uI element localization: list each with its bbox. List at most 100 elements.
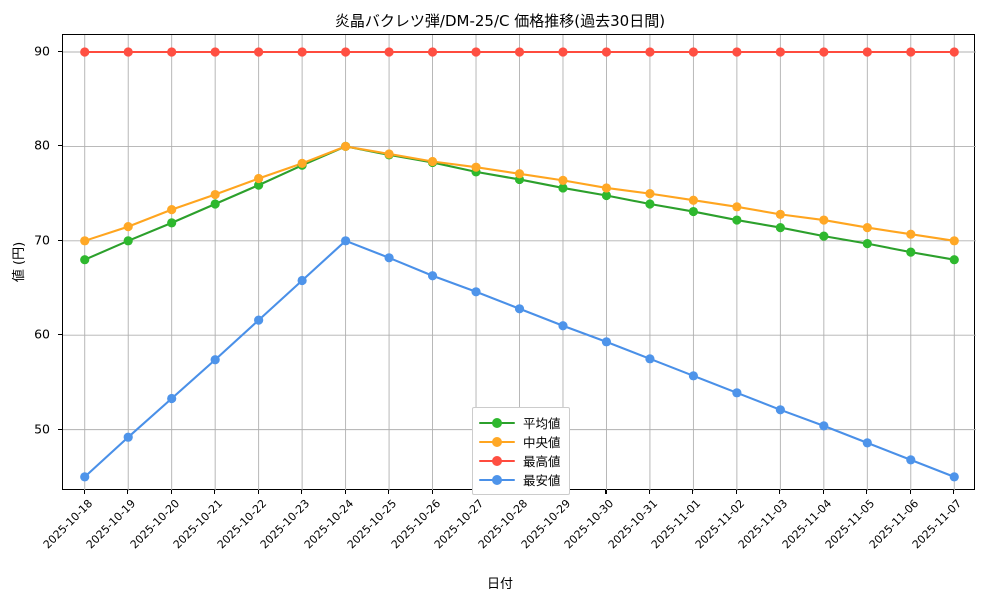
chart-title: 炎晶バクレツ弾/DM-25/C 価格推移(過去30日間) bbox=[334, 12, 666, 30]
y-axis-label: 値 (円) bbox=[12, 241, 27, 283]
x-axis-tick-label: 2025-10-31 bbox=[605, 497, 661, 552]
data-point bbox=[862, 47, 872, 57]
legend-swatch-icon bbox=[479, 435, 515, 449]
x-axis-tick-label: 2025-11-06 bbox=[866, 497, 921, 552]
data-point bbox=[167, 218, 177, 228]
data-point bbox=[167, 47, 177, 57]
data-point bbox=[558, 175, 568, 185]
data-point bbox=[558, 183, 568, 193]
data-point bbox=[906, 47, 916, 57]
legend-item[interactable]: 中央値 bbox=[479, 432, 561, 451]
y-axis-tick-label: 50 bbox=[34, 421, 50, 437]
x-axis-tick-label: 2025-10-21 bbox=[170, 497, 226, 552]
data-point bbox=[732, 47, 742, 57]
data-point bbox=[210, 47, 220, 57]
data-point bbox=[167, 205, 177, 215]
x-axis-tick-label: 2025-10-24 bbox=[301, 497, 356, 552]
data-point bbox=[819, 215, 829, 225]
legend-item-label: 最安値 bbox=[523, 473, 561, 488]
data-point bbox=[645, 354, 655, 364]
data-point bbox=[906, 229, 916, 239]
x-axis-tick-label: 2025-11-02 bbox=[692, 497, 748, 552]
x-axis-tick-label: 2025-10-20 bbox=[127, 497, 182, 552]
data-point bbox=[123, 236, 133, 246]
data-point bbox=[775, 209, 785, 219]
data-point bbox=[862, 438, 872, 448]
x-axis-tick-label: 2025-10-30 bbox=[562, 497, 617, 552]
x-axis-tick-label: 2025-10-27 bbox=[431, 497, 487, 552]
legend-swatch-icon bbox=[479, 416, 515, 430]
data-point bbox=[949, 236, 959, 246]
data-point bbox=[601, 190, 612, 201]
x-axis-tick-label: 2025-11-05 bbox=[823, 497, 878, 552]
data-point bbox=[167, 393, 177, 404]
data-point bbox=[645, 189, 655, 199]
data-point bbox=[775, 47, 785, 57]
legend-item[interactable]: 最高値 bbox=[479, 451, 561, 470]
data-point bbox=[558, 47, 568, 57]
data-point bbox=[471, 47, 481, 57]
data-point bbox=[688, 371, 699, 381]
data-point bbox=[471, 162, 481, 172]
data-point bbox=[340, 236, 351, 246]
data-point bbox=[906, 455, 916, 465]
data-point bbox=[732, 202, 742, 212]
data-point bbox=[645, 47, 655, 57]
data-point bbox=[80, 472, 90, 482]
data-point bbox=[775, 405, 785, 415]
legend-item[interactable]: 平均値 bbox=[479, 413, 561, 432]
data-point bbox=[775, 222, 785, 233]
data-point bbox=[862, 239, 872, 249]
data-point bbox=[123, 47, 133, 57]
data-point bbox=[80, 47, 90, 57]
data-point bbox=[645, 199, 655, 209]
data-point bbox=[254, 315, 264, 325]
x-axis-tick-label: 2025-10-25 bbox=[344, 497, 400, 552]
data-point bbox=[297, 47, 307, 57]
data-point bbox=[80, 255, 90, 265]
x-axis-tick-label: 2025-11-04 bbox=[779, 497, 835, 552]
x-axis-tick-label: 2025-10-26 bbox=[388, 497, 443, 552]
data-point bbox=[949, 472, 959, 482]
data-point bbox=[123, 432, 133, 442]
data-point bbox=[297, 275, 307, 286]
legend-item-label: 最高値 bbox=[523, 454, 561, 469]
y-axis-tick-label: 90 bbox=[34, 43, 50, 59]
data-point bbox=[906, 247, 916, 257]
data-point bbox=[514, 47, 525, 57]
legend-item-label: 平均値 bbox=[523, 416, 561, 431]
data-point bbox=[688, 47, 699, 57]
data-point bbox=[80, 236, 90, 246]
x-axis-tick-label: 2025-11-01 bbox=[649, 497, 704, 552]
data-point bbox=[819, 231, 829, 241]
data-series-layer bbox=[80, 47, 959, 482]
data-point bbox=[210, 189, 220, 200]
x-axis-tick-label: 2025-10-28 bbox=[475, 497, 530, 552]
data-point bbox=[514, 304, 525, 314]
data-point bbox=[254, 180, 264, 190]
x-axis-tick-label: 2025-11-07 bbox=[910, 497, 965, 552]
data-point bbox=[949, 47, 959, 57]
chart-legend: 平均値中央値最高値最安値 bbox=[472, 407, 570, 495]
data-point bbox=[819, 47, 829, 57]
data-point bbox=[558, 321, 568, 331]
legend-item-label: 中央値 bbox=[523, 435, 561, 450]
x-axis-label: 日付 bbox=[486, 577, 513, 592]
data-point bbox=[688, 206, 699, 217]
data-point bbox=[340, 47, 351, 57]
data-point bbox=[254, 47, 264, 57]
data-point bbox=[601, 337, 612, 347]
data-point bbox=[210, 355, 220, 365]
legend-item[interactable]: 最安値 bbox=[479, 470, 561, 489]
data-point bbox=[384, 253, 394, 263]
x-axis-tick-label: 2025-10-18 bbox=[40, 497, 95, 552]
data-point bbox=[688, 195, 699, 205]
x-axis-tick-label: 2025-10-29 bbox=[518, 497, 574, 552]
data-point bbox=[340, 141, 351, 152]
data-point bbox=[384, 149, 394, 159]
x-axis-tick-label: 2025-10-23 bbox=[257, 497, 313, 552]
data-point bbox=[297, 158, 307, 168]
y-axis-tick-label: 60 bbox=[34, 326, 50, 342]
legend-swatch-icon bbox=[479, 473, 515, 487]
